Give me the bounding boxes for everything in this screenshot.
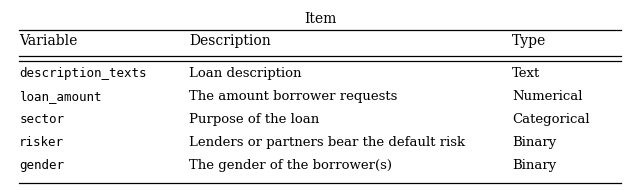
Text: gender: gender [19,159,64,172]
Text: The amount borrower requests: The amount borrower requests [189,90,397,103]
Text: Lenders or partners bear the default risk: Lenders or partners bear the default ris… [189,136,465,149]
Text: Item: Item [304,12,336,26]
Text: Description: Description [189,34,271,48]
Text: Binary: Binary [512,159,556,172]
Text: Binary: Binary [512,136,556,149]
Text: Type: Type [512,34,547,48]
Text: loan_amount: loan_amount [19,90,102,103]
Text: Categorical: Categorical [512,113,589,126]
Text: The gender of the borrower(s): The gender of the borrower(s) [189,159,392,172]
Text: description_texts: description_texts [19,67,147,80]
Text: sector: sector [19,113,64,126]
Text: risker: risker [19,136,64,149]
Text: Purpose of the loan: Purpose of the loan [189,113,319,126]
Text: Variable: Variable [19,34,77,48]
Text: Loan description: Loan description [189,67,301,80]
Text: Numerical: Numerical [512,90,582,103]
Text: Text: Text [512,67,540,80]
